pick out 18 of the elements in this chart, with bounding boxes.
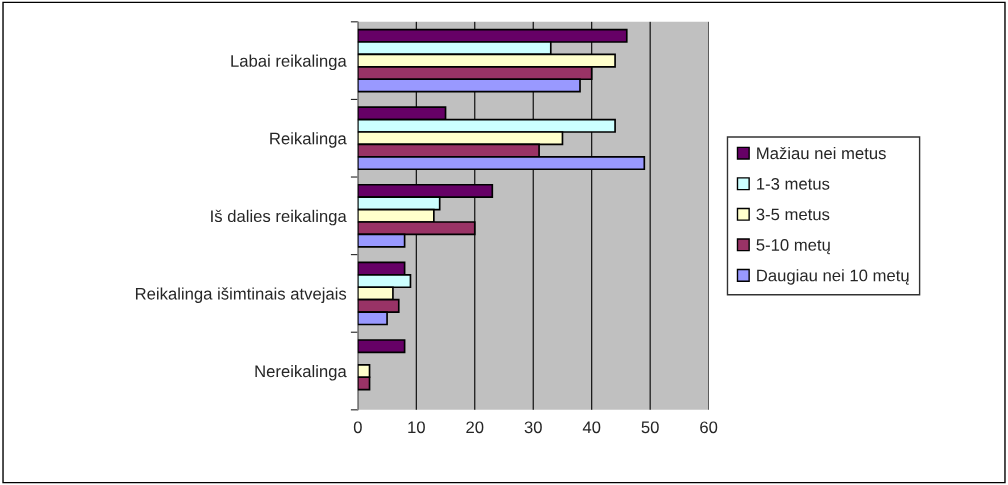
legend-label: Mažiau nei metus <box>757 146 886 160</box>
x-tick-label: 0 <box>353 421 362 434</box>
legend-label: 5-10 metų <box>756 239 830 255</box>
bar <box>357 339 406 354</box>
legend-label: Daugiau nei 10 metų <box>757 269 909 285</box>
x-tick-label: 20 <box>466 421 484 434</box>
y-tick-label: Reikalinga <box>270 132 347 148</box>
x-tick-label: 30 <box>524 421 542 434</box>
x-tick-label: 10 <box>408 421 425 434</box>
legend-label: 3-5 metus <box>756 208 830 221</box>
x-tick-label: 40 <box>582 421 601 434</box>
x-tick-label: 60 <box>700 421 718 434</box>
legend-label: 1-3 metus <box>757 177 830 190</box>
y-tick-label: Nereikalinga <box>255 364 347 381</box>
x-tick-label: 50 <box>641 421 659 434</box>
y-tick-label: Iš dalies reikalinga <box>211 209 347 226</box>
y-tick-label: Labai reikalinga <box>231 54 347 71</box>
y-tick-label: Reikalinga išimtinais atvejais <box>135 287 347 303</box>
